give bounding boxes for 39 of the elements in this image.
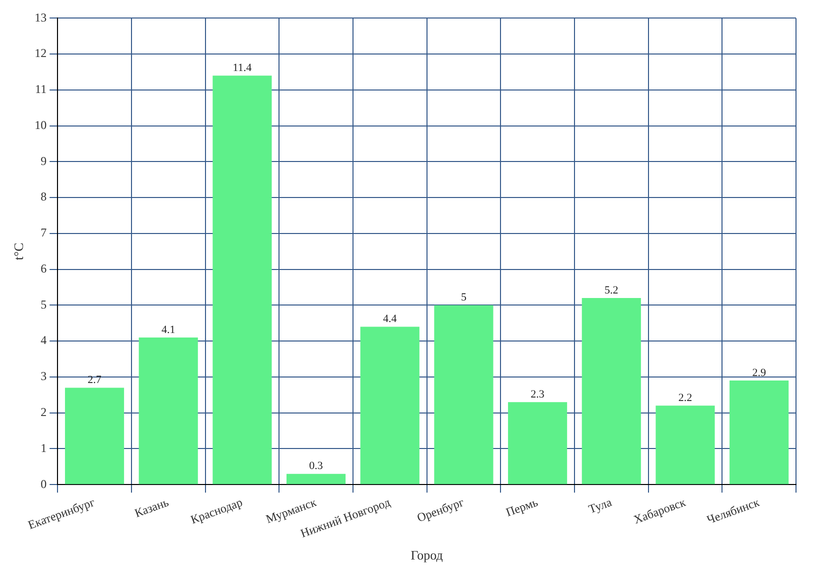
data-label: 4.4 [383, 313, 398, 326]
data-label: 2.7 [88, 374, 102, 386]
bar [138, 338, 198, 484]
bar [508, 402, 568, 484]
x-tick-label: Тула [586, 494, 614, 516]
x-tick-label: Казань [132, 494, 171, 520]
bar [730, 380, 789, 484]
y-tick-label: 2 [40, 405, 47, 419]
data-label: 2.3 [530, 388, 545, 400]
x-axis-title: Город [410, 548, 444, 563]
data-label: 2.9 [752, 366, 766, 379]
data-label: 0.3 [309, 460, 324, 472]
y-tick-label: 11 [35, 82, 47, 96]
y-tick-label: 12 [34, 46, 47, 60]
bar [360, 326, 420, 484]
y-tick-label: 1 [40, 440, 47, 455]
data-label: 11.4 [232, 62, 252, 74]
y-tick-label: 8 [40, 190, 47, 204]
data-label: 4.1 [161, 324, 176, 336]
bar [582, 298, 641, 484]
y-tick-label: 0 [40, 476, 47, 491]
x-tick-label: Пермь [504, 494, 540, 520]
bar [212, 76, 272, 484]
y-tick-label: 10 [34, 118, 47, 132]
y-tick-label: 9 [40, 154, 47, 168]
y-tick-label: 5 [40, 297, 47, 312]
bar [286, 474, 346, 484]
y-tick-label: 3 [40, 369, 47, 384]
y-axis-title: t°C [11, 242, 26, 260]
y-tick-label: 4 [40, 333, 47, 348]
data-label: 2.2 [678, 392, 692, 404]
y-tick-label: 13 [34, 10, 47, 24]
bar [656, 406, 715, 484]
data-label: 5.2 [604, 284, 618, 296]
data-label: 5 [460, 292, 467, 304]
bar [64, 388, 124, 484]
bar [434, 305, 494, 484]
y-tick-label: 7 [40, 226, 47, 240]
y-tick-label: 6 [40, 261, 47, 276]
